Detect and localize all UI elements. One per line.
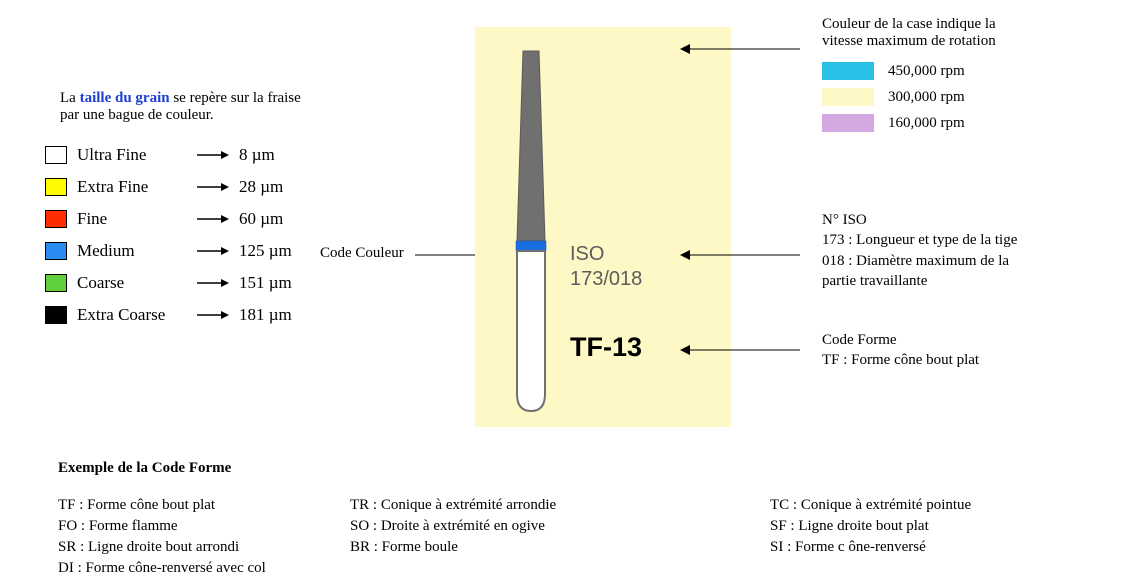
codeforme-title: Code Forme: [822, 330, 1102, 350]
example-line: SO : Droite à extrémité en ogive: [350, 516, 556, 537]
grain-label: Coarse: [77, 273, 187, 293]
example-col1: TF : Forme cône bout platFO : Forme flam…: [58, 495, 266, 579]
speed-title1: Couleur de la case indique la: [822, 16, 1102, 33]
speed-label: 160,000 rpm: [888, 115, 965, 132]
grain-legend-row: Fine 60 µm: [45, 209, 292, 229]
speed-row: 450,000 rpm: [822, 62, 1102, 80]
arrow-speed: [680, 42, 800, 56]
grain-legend-row: Extra Fine 28 µm: [45, 177, 292, 197]
center-box: ISO 173/018 TF-13: [475, 27, 731, 427]
codeforme-l1: TF : Forme cône bout plat: [822, 350, 1102, 370]
iso-text: ISO 173/018: [570, 242, 642, 292]
speed-swatch: [822, 88, 874, 106]
iso-line2: 173/018: [570, 267, 642, 292]
grain-label: Extra Coarse: [77, 305, 187, 325]
iso-explain: N° ISO 173 : Longueur et type de la tige…: [822, 210, 1102, 291]
arrow-icon: [197, 246, 229, 256]
grain-label: Extra Fine: [77, 177, 187, 197]
grain-micron: 8 µm: [239, 145, 275, 165]
example-line: TF : Forme cône bout plat: [58, 495, 266, 516]
code-couleur-label: Code Couleur: [320, 245, 404, 262]
speed-row: 300,000 rpm: [822, 88, 1102, 106]
grain-swatch: [45, 274, 67, 292]
grain-legend: Ultra Fine 8 µm Extra Fine 28 µm Fine 60 µm Me…: [45, 145, 292, 337]
example-line: BR : Forme boule: [350, 537, 556, 558]
code-tf13: TF-13: [570, 332, 642, 363]
intro-line2: par une bague de couleur.: [60, 107, 214, 123]
speed-swatch: [822, 114, 874, 132]
grain-swatch: [45, 178, 67, 196]
grain-micron: 28 µm: [239, 177, 283, 197]
arrow-icon: [197, 278, 229, 288]
grain-legend-row: Extra Coarse 181 µm: [45, 305, 292, 325]
grain-swatch: [45, 242, 67, 260]
example-line: FO : Forme flamme: [58, 516, 266, 537]
arrow-icon: [197, 150, 229, 160]
grain-micron: 125 µm: [239, 241, 292, 261]
grain-swatch: [45, 210, 67, 228]
grain-swatch: [45, 306, 67, 324]
speed-label: 450,000 rpm: [888, 63, 965, 80]
grain-label: Ultra Fine: [77, 145, 187, 165]
intro-suffix: se repère sur la fraise: [170, 90, 301, 106]
arrow-icon: [197, 214, 229, 224]
speed-swatch: [822, 62, 874, 80]
grain-legend-row: Coarse 151 µm: [45, 273, 292, 293]
arrow-codeforme: [680, 343, 800, 357]
grain-legend-row: Ultra Fine 8 µm: [45, 145, 292, 165]
grain-label: Medium: [77, 241, 187, 261]
codeforme-explain: Code Forme TF : Forme cône bout plat: [822, 330, 1102, 371]
example-line: TR : Conique à extrémité arrondie: [350, 495, 556, 516]
example-line: SI : Forme c ône-renversé: [770, 537, 971, 558]
arrow-icon: [197, 310, 229, 320]
example-line: TC : Conique à extrémité pointue: [770, 495, 971, 516]
speed-label: 300,000 rpm: [888, 89, 965, 106]
speed-row: 160,000 rpm: [822, 114, 1102, 132]
grain-label: Fine: [77, 209, 187, 229]
arrow-icon: [197, 182, 229, 192]
example-col3: TC : Conique à extrémité pointueSF : Lig…: [770, 495, 971, 558]
example-line: SF : Ligne droite bout plat: [770, 516, 971, 537]
example-line: SR : Ligne droite bout arrondi: [58, 537, 266, 558]
example-line: DI : Forme cône-renversé avec col: [58, 558, 266, 579]
iso-explain-l1: 173 : Longueur et type de la tige: [822, 230, 1102, 250]
iso-explain-title: N° ISO: [822, 210, 1102, 230]
speed-title2: vitesse maximum de rotation: [822, 33, 1102, 50]
speed-explain: Couleur de la case indique la vitesse ma…: [822, 16, 1102, 140]
grain-micron: 181 µm: [239, 305, 292, 325]
iso-explain-l3: partie travaillante: [822, 271, 1102, 291]
intro-prefix: La: [60, 90, 80, 106]
iso-line1: ISO: [570, 242, 642, 267]
grain-legend-row: Medium 125 µm: [45, 241, 292, 261]
arrow-iso: [680, 248, 800, 262]
iso-explain-l2: 018 : Diamètre maximum de la: [822, 251, 1102, 271]
grain-swatch: [45, 146, 67, 164]
example-col2: TR : Conique à extrémité arrondie SO : D…: [350, 495, 556, 558]
example-title: Exemple de la Code Forme: [58, 460, 231, 477]
intro-text: La taille du grain se repère sur la frai…: [60, 90, 390, 124]
grain-micron: 60 µm: [239, 209, 283, 229]
intro-link: taille du grain: [80, 90, 170, 106]
bur-illustration: [503, 49, 559, 419]
grain-micron: 151 µm: [239, 273, 292, 293]
